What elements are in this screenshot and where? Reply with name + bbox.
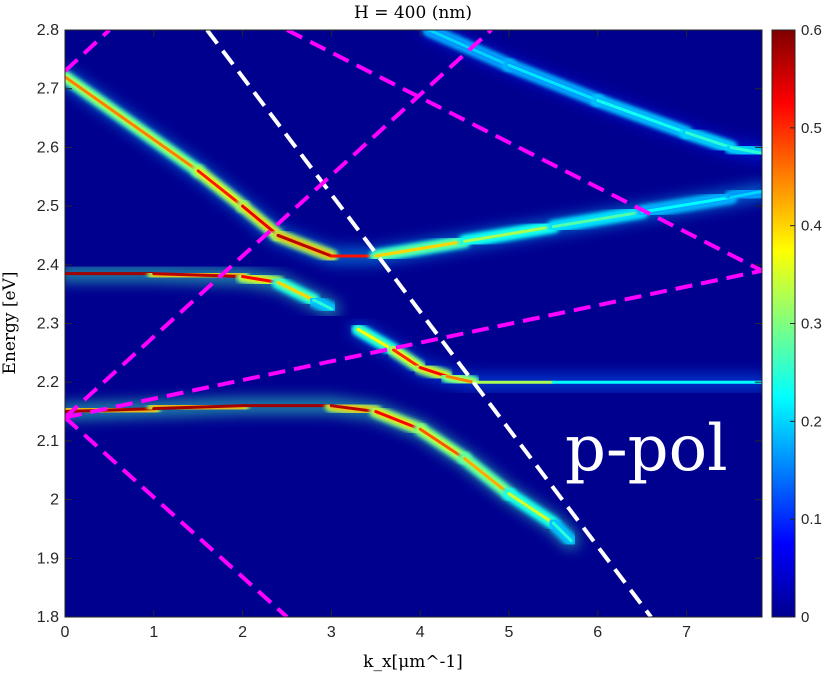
band-core-segment	[551, 521, 573, 543]
band-core-segment	[65, 75, 200, 173]
y-tick-label: 2.8	[37, 22, 59, 39]
colorbar-tick-label: 0.1	[801, 511, 822, 528]
band-core-segment	[729, 145, 762, 155]
band-core-segment	[729, 189, 762, 199]
colorbar-tick-label: 0	[801, 609, 809, 626]
x-tick-label: 3	[327, 624, 336, 641]
colorbar-tick-label: 0.2	[801, 413, 822, 430]
y-tick-label: 2.4	[37, 257, 59, 274]
colorbar: 0 0.1 0.2 0.3 0.4 0.5 0.6	[771, 22, 822, 626]
dashed-line-5	[65, 30, 111, 73]
polarization-annotation: p-pol	[565, 412, 728, 486]
band-core-segment	[507, 63, 600, 102]
dashed-line-1	[205, 30, 653, 617]
y-tick-label: 1.8	[37, 609, 59, 626]
x-axis-label: k_x[μm^-1]	[363, 652, 463, 672]
heatmap-background	[65, 30, 762, 617]
band-core-segment	[463, 225, 555, 243]
x-axis-ticks: 0 1 2 3 4 5 6 7	[61, 30, 691, 641]
band-core-segment	[374, 239, 467, 258]
y-tick-label: 2.6	[37, 139, 59, 156]
plot-area: p-pol	[64, 29, 763, 618]
band-core-segment	[507, 492, 555, 525]
band-core-segment	[596, 98, 689, 135]
band-core-segment	[685, 131, 733, 149]
band-core-segment	[276, 233, 333, 258]
dashed-line-4	[65, 30, 493, 419]
colorbar-tick-label: 0.6	[801, 22, 822, 39]
colorbar-tick-label: 0.5	[801, 120, 822, 137]
dashed-guide-lines	[65, 30, 762, 617]
band-core-segment	[65, 407, 156, 414]
x-tick-label: 6	[593, 624, 602, 641]
y-tick-label: 2.1	[37, 433, 59, 450]
band-core-segment	[551, 210, 644, 229]
y-axis-ticks: 1.8 1.9 2 2.1 2.2 2.3 2.4 2.5 2.6 2.7 2.8	[37, 22, 762, 626]
band-core-segment	[356, 327, 396, 352]
band-core-segment	[312, 298, 333, 311]
dashed-line-3	[65, 415, 289, 617]
x-tick-label: 7	[682, 624, 691, 641]
band-4	[350, 321, 762, 391]
dispersion-bands	[65, 30, 762, 549]
x-tick-label: 5	[504, 624, 513, 641]
y-tick-label: 2.2	[37, 374, 59, 391]
y-tick-label: 2.3	[37, 316, 59, 333]
colorbar-ticks: 0 0.1 0.2 0.3 0.4 0.5 0.6	[790, 22, 822, 626]
x-tick-label: 1	[149, 624, 158, 641]
band-3	[65, 397, 580, 549]
y-tick-label: 2.5	[37, 198, 59, 215]
colorbar-tick-label: 0.4	[801, 218, 822, 235]
band-core-segment	[152, 272, 245, 279]
band-2	[65, 265, 340, 317]
y-tick-label: 2.7	[37, 81, 59, 98]
band-core-segment	[463, 457, 511, 496]
colorbar-tick-label: 0.3	[801, 316, 822, 333]
band-core-segment	[152, 404, 245, 411]
band-core-segment	[241, 204, 280, 237]
band-core-segment	[418, 427, 467, 461]
band-1	[65, 69, 762, 264]
band-core-segment	[196, 169, 245, 208]
y-axis-label: Energy [eV]	[0, 271, 20, 374]
dashed-line-6	[286, 30, 762, 273]
band-5	[421, 30, 762, 162]
dashed-line-2	[65, 268, 762, 420]
y-tick-label: 1.9	[37, 550, 59, 567]
y-tick-label: 2	[50, 492, 59, 509]
band-core-segment	[374, 410, 422, 431]
x-tick-label: 0	[61, 624, 70, 641]
band-core-segment	[329, 404, 378, 414]
chart-title: H = 400 (nm)	[354, 3, 472, 23]
band-core-segment	[640, 195, 733, 214]
x-tick-label: 2	[238, 624, 247, 641]
x-tick-label: 4	[416, 624, 425, 641]
band-core-segment	[276, 280, 316, 302]
